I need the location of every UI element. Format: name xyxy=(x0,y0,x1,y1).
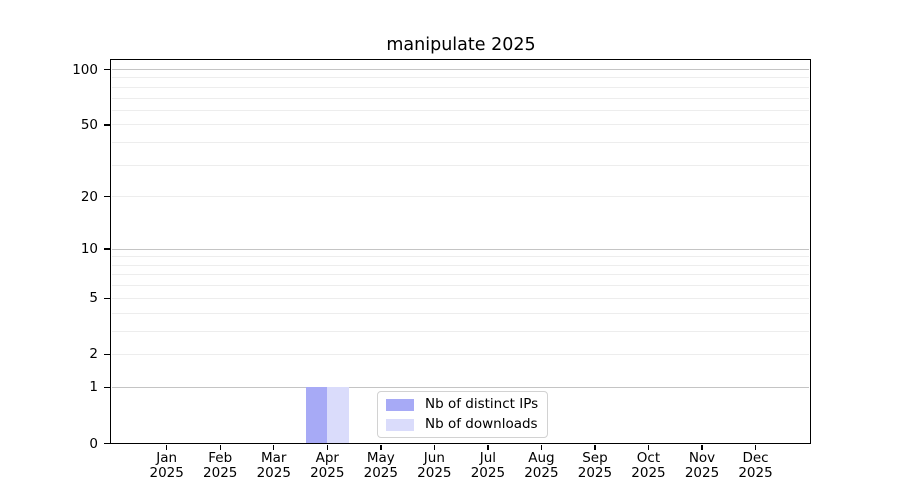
x-tick-label: Apr 2025 xyxy=(295,451,359,481)
x-tick xyxy=(540,444,543,450)
x-tick-label-month: Aug xyxy=(528,450,555,466)
x-tick xyxy=(594,444,596,450)
y-tick-label: 1 xyxy=(89,379,98,396)
x-tick-label-year: 2025 xyxy=(363,465,398,481)
legend-label-downloads: Nb of downloads xyxy=(425,416,538,432)
x-tick xyxy=(487,444,489,450)
x-tick xyxy=(433,444,436,450)
x-tick-label: Jan 2025 xyxy=(135,451,199,481)
bar-distinct-ips xyxy=(305,387,328,444)
y-tick xyxy=(104,196,110,198)
x-tick-label-year: 2025 xyxy=(631,465,666,481)
minor-gridline xyxy=(112,312,809,314)
y-tick xyxy=(104,442,110,445)
x-tick-label: Oct 2025 xyxy=(616,451,680,481)
x-tick-label-year: 2025 xyxy=(149,465,184,481)
y-tick xyxy=(104,297,110,299)
y-tick-label: 0 xyxy=(89,435,98,452)
legend-swatch-downloads xyxy=(386,418,414,431)
y-tick-label: 20 xyxy=(80,188,98,205)
x-tick xyxy=(273,444,275,450)
x-tick-label-month: Apr xyxy=(315,450,339,466)
y-tick-label: 100 xyxy=(72,61,98,78)
x-tick-label-month: Feb xyxy=(208,450,233,466)
x-tick-label: May 2025 xyxy=(349,451,413,481)
x-tick xyxy=(219,444,221,450)
chart-title: manipulate 2025 xyxy=(386,35,536,55)
x-tick-label-month: Dec xyxy=(742,450,769,466)
x-tick-label-year: 2025 xyxy=(684,465,720,481)
minor-gridline xyxy=(112,196,809,198)
y-tick-label: 50 xyxy=(80,116,98,133)
legend-item-downloads: Nb of downloads xyxy=(378,417,547,432)
major-gridline xyxy=(112,69,809,70)
x-tick-label: Mar 2025 xyxy=(242,451,306,481)
y-tick-label: 10 xyxy=(80,241,98,258)
x-tick-label-month: Jan xyxy=(156,450,178,466)
bar-downloads xyxy=(327,387,349,444)
minor-gridline xyxy=(112,142,809,144)
x-tick-label: Sep 2025 xyxy=(563,451,627,481)
x-tick-label: Jul 2025 xyxy=(456,451,520,481)
minor-gridline xyxy=(112,274,809,276)
legend-label-distinct-ips: Nb of distinct IPs xyxy=(425,396,539,412)
minor-gridline xyxy=(112,124,809,126)
major-gridline xyxy=(112,386,809,388)
x-tick-label-month: Oct xyxy=(636,450,661,466)
x-tick-label-year: 2025 xyxy=(310,465,345,481)
x-tick-label-year: 2025 xyxy=(256,465,291,481)
major-gridline xyxy=(112,248,809,250)
y-tick xyxy=(104,124,110,126)
minor-gridline xyxy=(112,77,809,79)
minor-gridline xyxy=(112,97,809,99)
x-tick xyxy=(380,444,382,450)
x-tick-label: Dec 2025 xyxy=(724,451,788,481)
minor-gridline xyxy=(112,256,809,258)
x-tick xyxy=(166,444,168,450)
x-tick-label-year: 2025 xyxy=(577,465,613,481)
x-tick-label-year: 2025 xyxy=(470,465,506,481)
minor-gridline xyxy=(112,330,809,332)
minor-gridline xyxy=(112,297,809,299)
y-tick xyxy=(104,386,110,389)
y-tick xyxy=(104,248,110,250)
minor-gridline xyxy=(112,285,809,287)
x-tick xyxy=(326,444,328,450)
minor-gridline xyxy=(112,264,809,266)
x-tick-label-year: 2025 xyxy=(738,465,773,481)
legend-swatch-distinct-ips xyxy=(386,398,414,411)
y-tick xyxy=(104,68,110,71)
x-tick-label-year: 2025 xyxy=(417,465,452,481)
x-tick xyxy=(754,444,757,450)
x-tick-label-month: Sep xyxy=(582,450,608,466)
x-tick-label: Nov 2025 xyxy=(670,451,734,481)
x-tick-label-year: 2025 xyxy=(203,465,238,481)
x-tick-label: Feb 2025 xyxy=(188,451,252,481)
legend: Nb of distinct IPs Nb of downloads xyxy=(377,391,548,438)
y-tick xyxy=(104,353,110,356)
x-tick-label-month: Mar xyxy=(261,450,287,466)
x-tick-label-month: Nov xyxy=(688,450,716,466)
legend-item-distinct-ips: Nb of distinct IPs xyxy=(378,397,547,412)
minor-gridline xyxy=(112,164,809,166)
x-tick-label: Jun 2025 xyxy=(402,451,466,481)
minor-gridline xyxy=(112,109,809,111)
x-tick-label: Aug 2025 xyxy=(509,451,573,481)
x-tick-label-month: Jun xyxy=(423,450,445,466)
x-tick-label-year: 2025 xyxy=(524,465,559,481)
x-tick-label-month: Jul xyxy=(479,450,497,466)
x-tick xyxy=(701,444,703,450)
y-tick-label: 5 xyxy=(89,290,98,307)
y-tick-label: 2 xyxy=(89,346,98,363)
x-tick xyxy=(647,444,650,450)
minor-gridline xyxy=(112,353,809,355)
minor-gridline xyxy=(112,86,809,88)
x-tick-label-month: May xyxy=(366,450,395,466)
